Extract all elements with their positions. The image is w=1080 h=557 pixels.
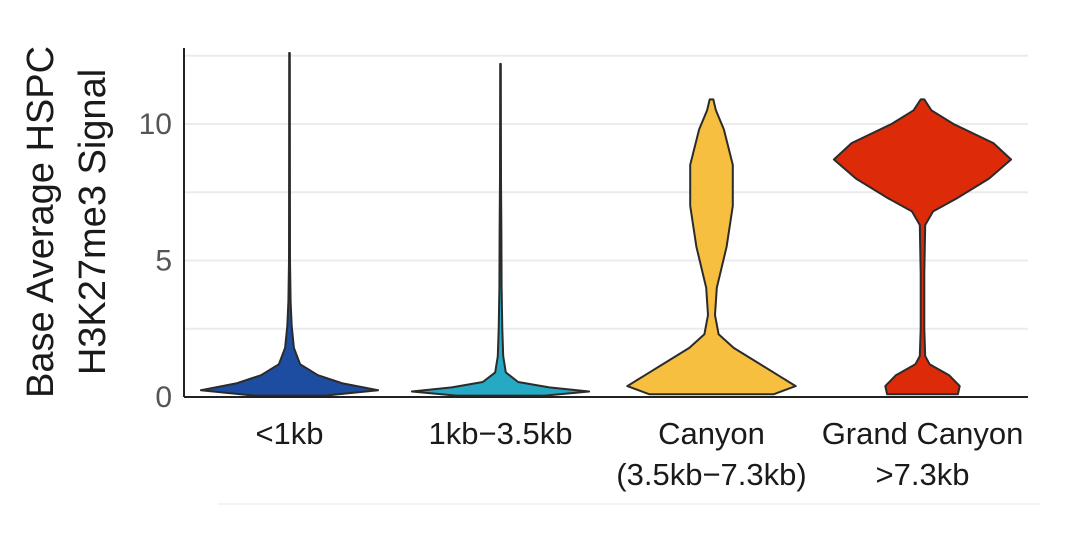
x-tick-label-line: Canyon — [658, 416, 765, 451]
y-axis-title: Base Average HSPC H3K27me3 Signal — [20, 46, 114, 398]
x-tick-label-line: <1kb — [255, 416, 323, 451]
x-tick-labels: <1kb 1kb−3.5kb Canyon (3.5kb−7.3kb) Grand Ca… — [255, 416, 1023, 492]
x-tick-label-line: >7.3kb — [876, 457, 970, 492]
violin-4 — [832, 98, 1013, 396]
x-tick-label: <1kb — [255, 416, 323, 451]
y-axis-title-line-1: Base Average HSPC — [20, 46, 62, 398]
y-tick-label: 5 — [155, 245, 172, 278]
axes — [183, 48, 1028, 398]
x-tick-label: Canyon (3.5kb−7.3kb) — [616, 416, 806, 492]
y-axis-title-line-2: H3K27me3 Signal — [72, 69, 114, 375]
gridlines — [184, 54, 1028, 398]
violins — [199, 52, 1013, 397]
y-tick-labels: 0 5 10 — [139, 108, 172, 414]
violin-1 — [199, 52, 380, 397]
violin-3 — [626, 98, 797, 396]
x-tick-label-line: 1kb−3.5kb — [429, 416, 573, 451]
y-tick-label: 0 — [155, 381, 172, 414]
x-tick-label-line: Grand Canyon — [822, 416, 1024, 451]
x-tick-label: Grand Canyon >7.3kb — [822, 416, 1024, 492]
y-tick-label: 10 — [139, 108, 172, 141]
x-tick-label-line: (3.5kb−7.3kb) — [616, 457, 806, 492]
violin-2 — [410, 62, 591, 397]
x-tick-label: 1kb−3.5kb — [429, 416, 573, 451]
